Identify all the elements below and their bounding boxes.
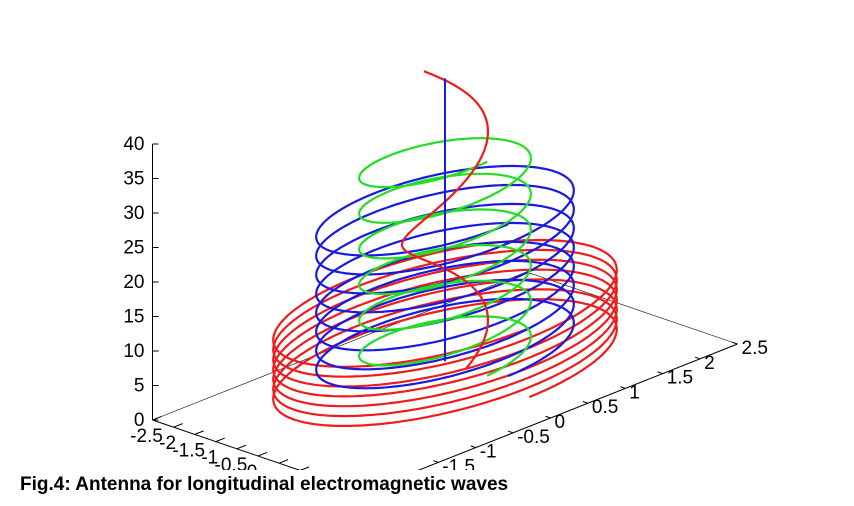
- x-tick-label: 0: [247, 462, 258, 470]
- z-tick-label: 20: [123, 272, 144, 293]
- x-tick: [173, 423, 183, 428]
- y-tick-label: 2.5: [742, 338, 768, 359]
- series-layer: [272, 70, 618, 427]
- y-tick: [433, 460, 439, 463]
- z-tick-label: 30: [123, 203, 144, 224]
- x-tick-label: 0.5: [260, 469, 286, 470]
- z-tick-label: 35: [123, 169, 144, 190]
- x-tick: [300, 466, 310, 470]
- x-tick: [194, 430, 204, 435]
- tick-labels: 0510152025303540-2.5-2-1.5-1-0.500.511.5…: [123, 134, 768, 470]
- z-tick-label: 0: [134, 410, 145, 431]
- y-tick: [582, 400, 589, 404]
- base-front-edges: [152, 343, 738, 470]
- x-tick-label: -2: [159, 433, 176, 454]
- series-blue-coil: [315, 164, 575, 390]
- y-tick: [657, 371, 663, 375]
- y-tick-label: 0: [555, 412, 566, 433]
- z-tick-label: 25: [123, 238, 144, 259]
- x-tick-label: -1: [201, 448, 218, 469]
- x-tick: [257, 451, 268, 457]
- x-tick: [278, 459, 289, 464]
- y-tick-label: 2: [704, 353, 715, 374]
- y-tick: [470, 445, 476, 449]
- z-tick-label: 5: [134, 376, 145, 397]
- y-tick-label: -0.5: [517, 427, 550, 448]
- z-tick-label: 15: [123, 307, 144, 328]
- y-tick-label: -1.5: [442, 456, 475, 470]
- series-red-coil: [272, 238, 618, 427]
- y-tick-label: -1: [480, 442, 497, 463]
- figure-caption: Fig.4: Antenna for longitudinal electrom…: [20, 474, 509, 495]
- y-tick: [732, 341, 738, 345]
- antenna-3d-plot: 0510152025303540-2.5-2-1.5-1-0.500.511.5…: [123, 70, 768, 470]
- z-tick-label: 10: [123, 341, 144, 362]
- series-red-helix: [401, 70, 489, 370]
- series-green-coil: [358, 137, 533, 377]
- y-tick: [620, 386, 626, 389]
- x-tick-label: -1.5: [172, 440, 205, 461]
- y-tick: [545, 415, 551, 419]
- x-tick: [152, 415, 162, 421]
- y-tick-label: 1: [629, 382, 640, 403]
- x-tick-label: -0.5: [215, 455, 248, 470]
- x-tick: [236, 444, 247, 450]
- y-tick: [694, 356, 701, 360]
- y-tick-label: 0.5: [592, 397, 618, 418]
- z-tick-label: 40: [123, 134, 144, 155]
- y-tick: [507, 430, 514, 434]
- x-tick-label: -2.5: [130, 426, 163, 447]
- y-tick-label: 1.5: [667, 368, 693, 389]
- x-tick: [215, 437, 225, 443]
